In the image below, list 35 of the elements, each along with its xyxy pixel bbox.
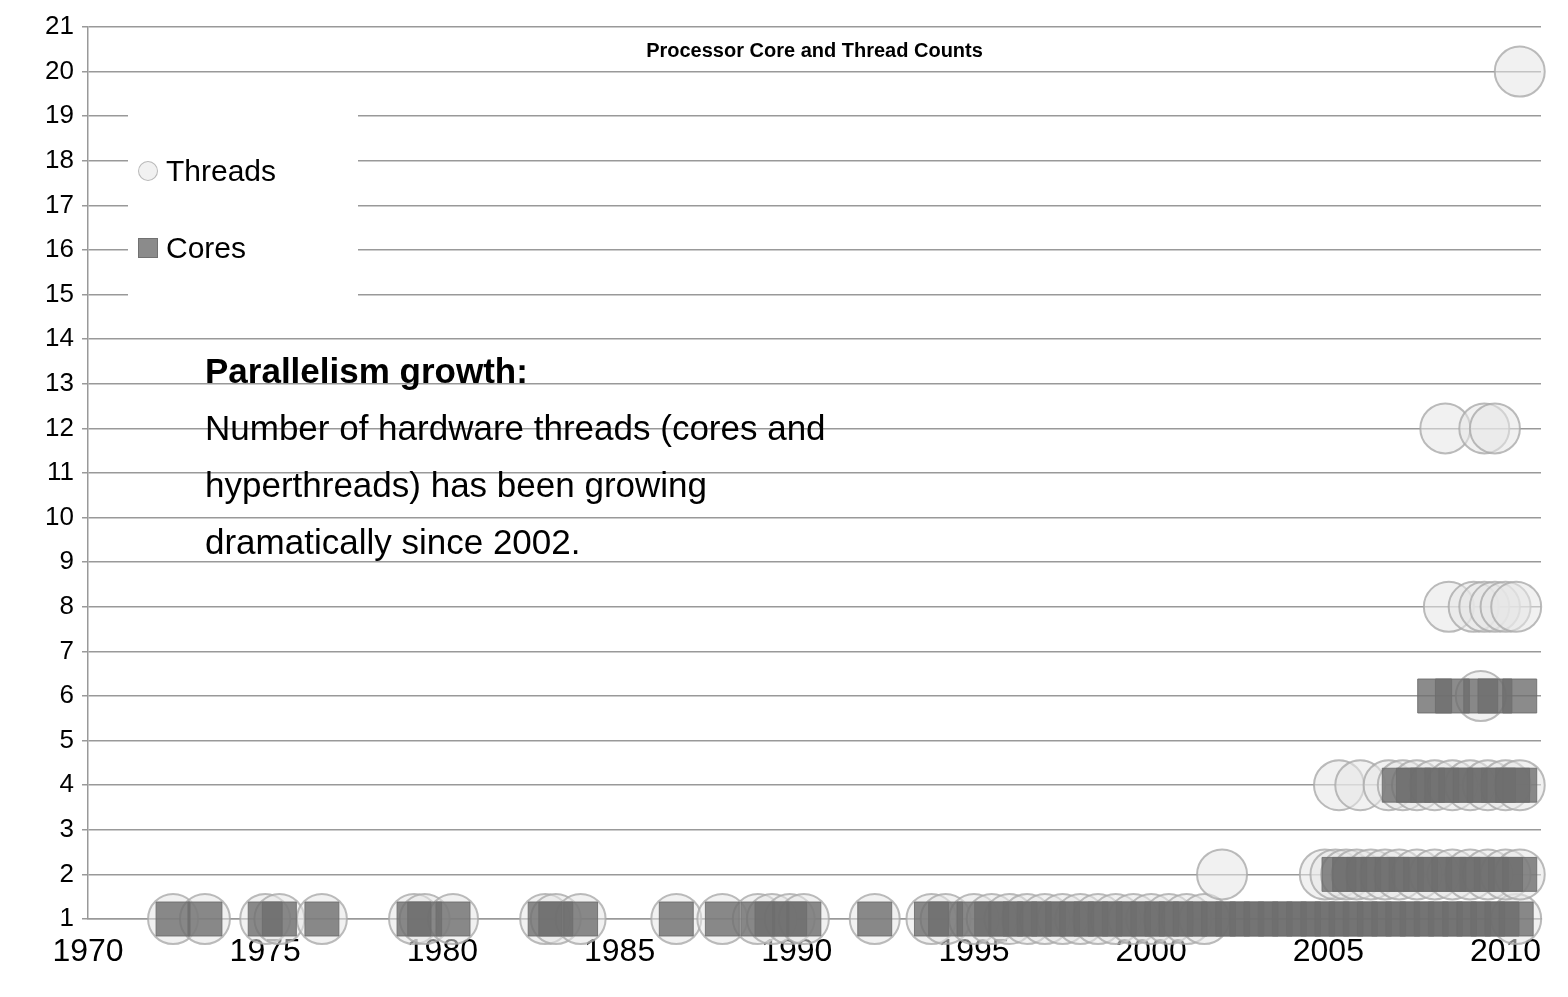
annotation: Parallelism growth: bbox=[205, 350, 529, 392]
y-tick-label: 12 bbox=[45, 411, 74, 442]
x-tick-label: 2010 bbox=[1469, 932, 1542, 969]
y-tick-label: 9 bbox=[59, 545, 74, 576]
y-tick-label: 10 bbox=[45, 500, 74, 531]
y-tick-label: 3 bbox=[59, 812, 74, 843]
y-tick-label: 8 bbox=[59, 589, 74, 620]
x-tick-label: 2000 bbox=[1115, 932, 1187, 969]
y-tick-label: 1 bbox=[59, 902, 74, 933]
y-tick-label: 11 bbox=[47, 456, 74, 487]
y-tick-label: 2 bbox=[59, 857, 74, 888]
text: Processor Core and Thread Counts bbox=[646, 38, 983, 61]
y-tick-label: 19 bbox=[45, 99, 74, 130]
annotation: Number of hardware threads (cores and hyperthreads) has been growing dramatically since 2002. bbox=[205, 407, 827, 563]
x-tick-label: 1980 bbox=[406, 932, 478, 969]
y-tick-label: 4 bbox=[59, 768, 74, 799]
x-tick-label: 1985 bbox=[583, 932, 656, 969]
y-tick-label: 17 bbox=[45, 188, 74, 219]
y-tick-label: 5 bbox=[59, 723, 74, 754]
x-tick-label: 2005 bbox=[1292, 932, 1364, 969]
y-tick-label: 20 bbox=[45, 54, 74, 85]
y-tick-label: 16 bbox=[45, 233, 74, 264]
y-tick-label: 18 bbox=[45, 143, 74, 174]
x-tick-label: 1990 bbox=[761, 932, 833, 969]
y-tick-label: 7 bbox=[59, 634, 74, 665]
x-tick-label: 1975 bbox=[229, 932, 301, 969]
legend-label: Threads bbox=[166, 154, 277, 188]
y-tick-label: 6 bbox=[59, 679, 74, 710]
y-tick-label: 13 bbox=[45, 366, 74, 397]
y-tick-label: 15 bbox=[45, 277, 74, 308]
y-tick-label: 21 bbox=[45, 10, 74, 41]
x-tick-label: 1995 bbox=[938, 932, 1010, 969]
y-tick-label: 14 bbox=[45, 322, 74, 353]
x-tick-label: 1970 bbox=[52, 932, 124, 969]
legend-label: Cores bbox=[166, 231, 247, 265]
